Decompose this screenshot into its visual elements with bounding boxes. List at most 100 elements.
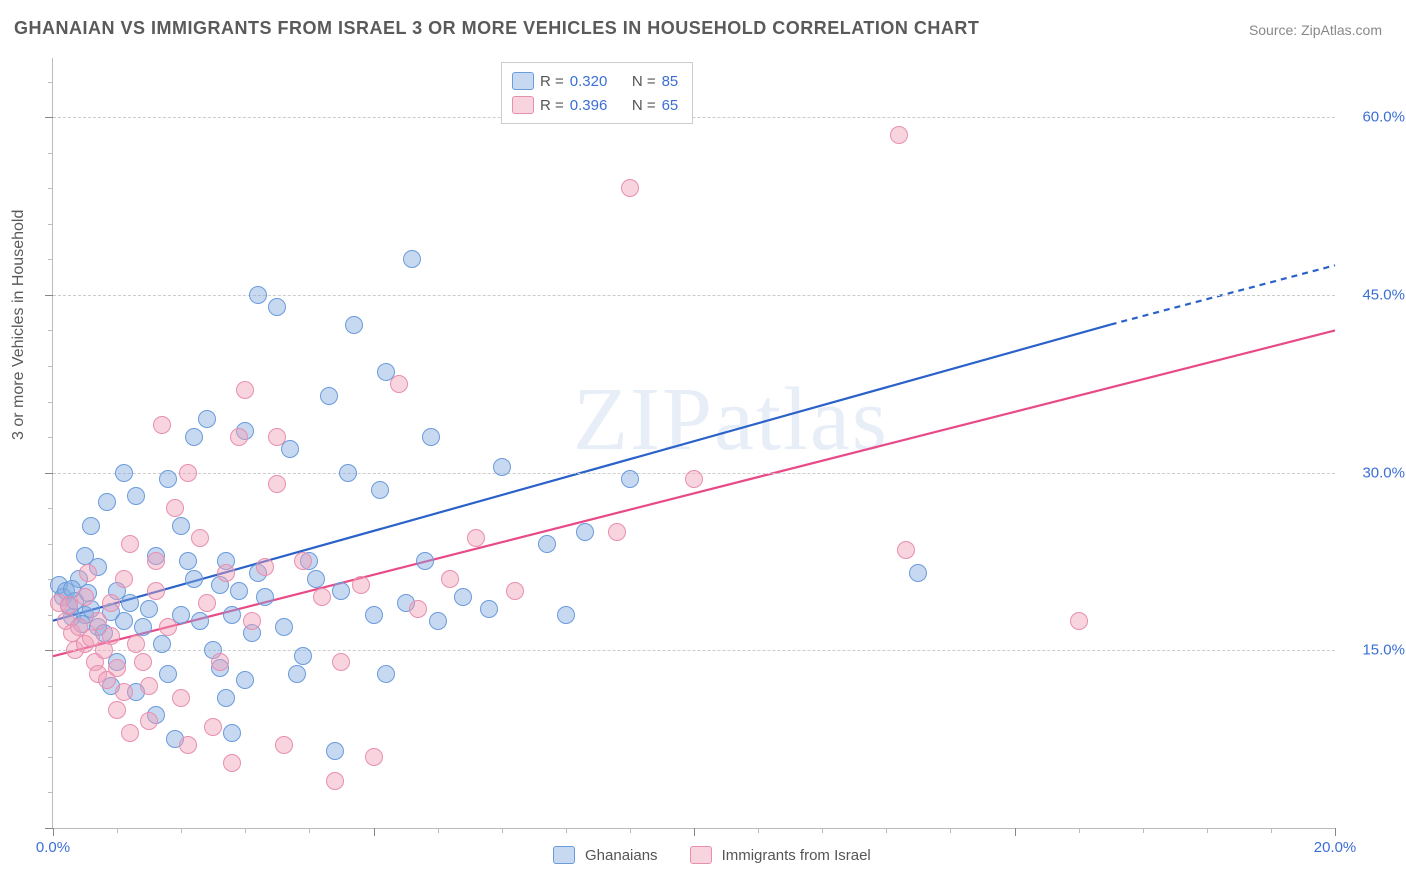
data-point [307,570,325,588]
data-point [159,618,177,636]
legend-swatch [512,96,534,114]
data-point [102,627,120,645]
data-point [890,126,908,144]
ytick-label: 30.0% [1345,464,1405,481]
xtick-minor [245,828,246,833]
legend-swatch [690,846,712,864]
ytick-minor [48,366,53,367]
xtick-label: 20.0% [1314,839,1357,856]
xtick-minor [438,828,439,833]
data-point [608,523,626,541]
xtick-label: 0.0% [36,839,70,856]
data-point [320,387,338,405]
data-point [115,570,133,588]
data-point [480,600,498,618]
xtick-minor [181,828,182,833]
data-point [204,718,222,736]
ytick-minor [48,224,53,225]
data-point [621,470,639,488]
data-point [275,736,293,754]
ytick-minor [48,792,53,793]
xtick-minor [1207,828,1208,833]
chart-title: GHANAIAN VS IMMIGRANTS FROM ISRAEL 3 OR … [14,18,979,39]
data-point [179,736,197,754]
data-point [256,588,274,606]
data-point [685,470,703,488]
ytick-label: 15.0% [1345,642,1405,659]
data-point [493,458,511,476]
data-point [409,600,427,618]
xtick-major [1015,828,1016,836]
data-point [153,416,171,434]
trend-line [53,330,1335,656]
data-point [140,600,158,618]
xtick-minor [117,828,118,833]
data-point [191,612,209,630]
legend-series-label: Immigrants from Israel [722,847,871,864]
data-point [140,677,158,695]
data-point [365,748,383,766]
data-point [172,517,190,535]
data-point [223,754,241,772]
data-point [416,552,434,570]
data-point [332,582,350,600]
data-point [89,612,107,630]
data-point [268,428,286,446]
gridline-h [53,650,1335,651]
data-point [313,588,331,606]
data-point [268,298,286,316]
data-point [256,558,274,576]
xtick-minor [630,828,631,833]
source-attribution: Source: ZipAtlas.com [1249,22,1382,38]
ytick-minor [48,402,53,403]
data-point [339,464,357,482]
data-point [191,529,209,547]
data-point [121,594,139,612]
legend-series-label: Ghanaians [585,847,658,864]
data-point [230,582,248,600]
data-point [140,712,158,730]
data-point [294,647,312,665]
data-point [115,683,133,701]
legend-row: R = 0.320 N = 85 [512,69,678,93]
gridline-h [53,295,1335,296]
data-point [294,552,312,570]
ytick-minor [48,437,53,438]
xtick-minor [1079,828,1080,833]
xtick-minor [502,828,503,833]
ytick-minor [48,615,53,616]
data-point [909,564,927,582]
ytick-label: 45.0% [1345,286,1405,303]
ytick-minor [48,330,53,331]
data-point [621,179,639,197]
ytick-minor [48,757,53,758]
ytick-major [45,473,53,474]
data-point [179,464,197,482]
data-point [365,606,383,624]
xtick-minor [1271,828,1272,833]
data-point [159,665,177,683]
xtick-minor [950,828,951,833]
data-point [166,499,184,517]
xtick-major [374,828,375,836]
data-point [108,659,126,677]
data-point [185,570,203,588]
data-point [159,470,177,488]
data-point [236,671,254,689]
xtick-major [1335,828,1336,836]
data-point [332,653,350,671]
data-point [121,724,139,742]
data-point [352,576,370,594]
ytick-minor [48,188,53,189]
data-point [506,582,524,600]
xtick-major [53,828,54,836]
data-point [288,665,306,683]
data-point [217,689,235,707]
ytick-minor [48,82,53,83]
data-point [557,606,575,624]
data-point [441,570,459,588]
ytick-label: 60.0% [1345,109,1405,126]
data-point [153,635,171,653]
data-point [217,564,235,582]
data-point [76,588,94,606]
